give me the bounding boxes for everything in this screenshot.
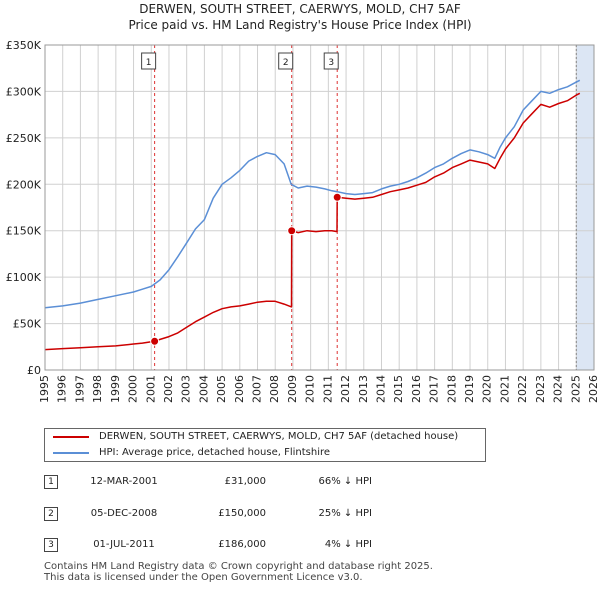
x-tick-label: 2019 bbox=[463, 375, 476, 403]
footer: Contains HM Land Registry data © Crown c… bbox=[44, 561, 433, 583]
y-tick-label: £150K bbox=[6, 225, 42, 238]
transaction-row: 1 12-MAR-2001 £31,000 66% ↓ HPI bbox=[0, 472, 600, 492]
x-tick-label: 2022 bbox=[516, 375, 529, 403]
series-layer bbox=[44, 79, 581, 351]
price-line bbox=[44, 92, 581, 351]
legend-swatch-price bbox=[53, 436, 89, 438]
chart-subtitle: Price paid vs. HM Land Registry's House … bbox=[128, 18, 472, 32]
transaction-price: £150,000 bbox=[218, 508, 266, 519]
plot-border bbox=[44, 44, 595, 371]
transaction-row: 3 01-JUL-2011 £186,000 4% ↓ HPI bbox=[0, 535, 600, 555]
y-tick-label: £0 bbox=[27, 364, 41, 377]
x-tick-label: 2003 bbox=[180, 375, 193, 403]
x-tick-label: 2010 bbox=[304, 375, 317, 403]
transaction-marker bbox=[332, 192, 342, 202]
x-tick-label: 1996 bbox=[56, 375, 69, 403]
transaction-label-text: 3 bbox=[328, 58, 334, 68]
legend-swatch-hpi bbox=[53, 452, 89, 454]
transaction-date: 05-DEC-2008 bbox=[90, 508, 158, 519]
x-tick-label: 2025 bbox=[569, 375, 582, 403]
x-tick-label: 2006 bbox=[233, 375, 246, 403]
x-tick-label: 1997 bbox=[73, 375, 86, 403]
x-tick-label: 2016 bbox=[410, 375, 423, 403]
transaction-number: 1 bbox=[44, 475, 58, 489]
transaction-number: 3 bbox=[44, 538, 58, 552]
transaction-label-text: 1 bbox=[146, 58, 152, 68]
transaction-label-text: 2 bbox=[283, 58, 289, 68]
transaction-label: 2 bbox=[278, 52, 294, 70]
y-tick-label: £100K bbox=[6, 271, 42, 284]
transaction-number: 2 bbox=[44, 507, 58, 521]
chart-title: DERWEN, SOUTH STREET, CAERWYS, MOLD, CH7… bbox=[139, 2, 461, 16]
transaction-label: 1 bbox=[141, 52, 157, 70]
x-tick-label: 2001 bbox=[144, 375, 157, 403]
transaction-date: 01-JUL-2011 bbox=[93, 539, 155, 550]
x-tick-label: 2018 bbox=[445, 375, 458, 403]
transaction-price: £31,000 bbox=[224, 476, 266, 487]
x-axis: 1995 1996 1997 1998 1999 2000 2001 2002 2003 2004… bbox=[38, 375, 600, 403]
x-tick-label: 2021 bbox=[498, 375, 511, 403]
x-tick-label: 1998 bbox=[91, 375, 104, 403]
x-tick-label: 1995 bbox=[38, 375, 51, 403]
y-tick-label: £250K bbox=[6, 132, 42, 145]
x-tick-label: 2005 bbox=[215, 375, 228, 403]
transaction-marker bbox=[150, 336, 160, 346]
x-tick-label: 2024 bbox=[552, 375, 565, 403]
transaction-markers bbox=[150, 192, 342, 346]
transaction-labels: 1 2 3 bbox=[141, 52, 339, 70]
transaction-label-box bbox=[141, 52, 157, 70]
forecast-shade bbox=[576, 45, 594, 370]
price-chart: 1 2 3 £0 £50K £100K £150K £200K £250K £300K £350K… bbox=[6, 39, 600, 403]
x-tick-label: 2002 bbox=[162, 375, 175, 403]
transaction-row: 2 05-DEC-2008 £150,000 25% ↓ HPI bbox=[0, 504, 600, 524]
plot-background bbox=[45, 45, 594, 370]
y-tick-label: £50K bbox=[13, 318, 42, 331]
x-tick-label: 2007 bbox=[251, 375, 264, 403]
transaction-hpi: 66% ↓ HPI bbox=[318, 476, 372, 487]
x-tick-label: 2009 bbox=[286, 375, 299, 403]
footer-line-copyright: Contains HM Land Registry data © Crown c… bbox=[44, 561, 433, 572]
transaction-price: £186,000 bbox=[218, 539, 266, 550]
transaction-label-box bbox=[323, 52, 339, 70]
transaction-hpi: 4% ↓ HPI bbox=[324, 539, 372, 550]
footer-line-licence: This data is licensed under the Open Gov… bbox=[44, 572, 363, 583]
x-tick-label: 2012 bbox=[339, 375, 352, 403]
y-tick-label: £300K bbox=[6, 85, 42, 98]
y-tick-label: £200K bbox=[6, 178, 42, 191]
transaction-hpi: 25% ↓ HPI bbox=[318, 508, 372, 519]
x-tick-label: 2011 bbox=[321, 375, 334, 403]
transaction-label: 3 bbox=[323, 52, 339, 70]
y-tick-label: £350K bbox=[6, 39, 42, 52]
x-tick-label: 2026 bbox=[587, 375, 600, 403]
transaction-date: 12-MAR-2001 bbox=[90, 476, 158, 487]
transaction-marker bbox=[287, 226, 297, 236]
x-tick-label: 2020 bbox=[481, 375, 494, 403]
x-tick-label: 2015 bbox=[392, 375, 405, 403]
legend-label-price: DERWEN, SOUTH STREET, CAERWYS, MOLD, CH7… bbox=[99, 431, 459, 442]
x-tick-label: 2014 bbox=[374, 375, 387, 403]
y-axis: £0 £50K £100K £150K £200K £250K £300K £350K bbox=[6, 39, 42, 377]
x-tick-label: 2013 bbox=[357, 375, 370, 403]
hpi-line bbox=[44, 79, 581, 309]
x-tick-label: 2008 bbox=[268, 375, 281, 403]
x-tick-label: 2023 bbox=[534, 375, 547, 403]
x-tick-label: 1999 bbox=[109, 375, 122, 403]
legend-label-hpi: HPI: Average price, detached house, Flin… bbox=[99, 447, 331, 458]
x-tick-label: 2017 bbox=[428, 375, 441, 403]
x-tick-label: 2004 bbox=[197, 375, 210, 403]
transaction-label-box bbox=[278, 52, 294, 70]
x-tick-label: 2000 bbox=[127, 375, 140, 403]
legend: DERWEN, SOUTH STREET, CAERWYS, MOLD, CH7… bbox=[44, 428, 486, 462]
